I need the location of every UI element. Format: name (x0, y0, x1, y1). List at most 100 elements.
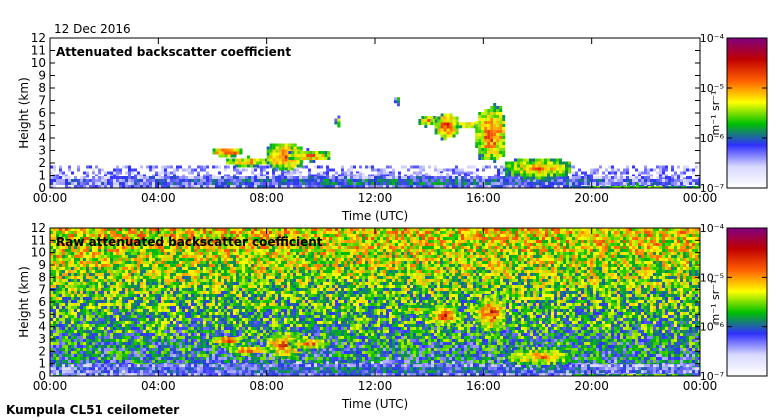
noise-cell (377, 240, 380, 243)
noise-cell (419, 237, 422, 240)
noise-cell (509, 240, 512, 243)
noise-cell (326, 237, 329, 240)
feature-cell (481, 130, 485, 133)
noise-cell (590, 237, 593, 240)
noise-cell (560, 228, 563, 231)
noise-cell (422, 249, 425, 252)
noise-cell (326, 261, 329, 264)
noise-cell (428, 243, 431, 246)
feature-cell (428, 185, 431, 188)
feature-cell (191, 182, 194, 185)
noise-cell (140, 234, 143, 237)
noise-cell (173, 231, 176, 234)
noise-cell (590, 246, 593, 249)
noise-cell (299, 255, 302, 258)
feature-cell (152, 185, 155, 188)
noise-cell (650, 255, 653, 258)
noise-cell (653, 243, 656, 246)
noise-cell (191, 255, 194, 258)
noise-cell (347, 231, 350, 234)
feature-cell (484, 133, 488, 136)
noise-cell (521, 255, 524, 258)
noise-cell (503, 240, 506, 243)
feature-cell (627, 183, 630, 186)
noise-cell (632, 237, 635, 240)
noise-cell (128, 258, 131, 261)
feature-cell (293, 161, 297, 165)
noise-cell (683, 228, 686, 231)
noise-cell (692, 258, 695, 261)
noise-cell (689, 255, 692, 258)
feature-cell (565, 173, 568, 177)
noise-cell (128, 234, 131, 237)
feature-cell (287, 185, 290, 188)
noise-cell (692, 168, 695, 172)
feature-cell (518, 176, 521, 179)
noise-cell (413, 237, 416, 240)
noise-cell (407, 243, 410, 246)
noise-cell (206, 246, 209, 249)
feature-cell (155, 182, 158, 185)
noise-cell (398, 252, 401, 255)
noise-cell (110, 249, 113, 252)
noise-cell (650, 228, 653, 231)
noise-cell (503, 243, 506, 246)
feature-cell (287, 146, 291, 150)
noise-cell (128, 165, 131, 169)
noise-cell (68, 252, 71, 255)
feature-cell (359, 176, 362, 179)
feature-cell (493, 124, 497, 127)
noise-cell (455, 240, 458, 243)
noise-cell (512, 258, 515, 261)
noise-cell (347, 237, 350, 240)
feature-cell (272, 152, 276, 156)
noise-cell (206, 171, 209, 175)
feature-cell (434, 176, 437, 179)
noise-cell (284, 231, 287, 234)
noise-cell (140, 228, 143, 231)
noise-cell (587, 243, 590, 246)
noise-cell (446, 255, 449, 258)
feature-cell (527, 179, 530, 182)
feature-cell (529, 167, 532, 171)
noise-cell (443, 168, 446, 172)
feature-cell (263, 185, 266, 188)
noise-cell (482, 168, 485, 172)
noise-cell (692, 237, 695, 240)
noise-cell (83, 258, 86, 261)
noise-cell (248, 258, 251, 261)
noise-cell (320, 231, 323, 234)
noise-cell (641, 240, 644, 243)
noise-cell (521, 258, 524, 261)
noise-cell (692, 246, 695, 249)
noise-cell (686, 243, 689, 246)
noise-cell (71, 240, 74, 243)
noise-cell (584, 255, 587, 258)
feature-cell (203, 176, 206, 179)
noise-cell (434, 234, 437, 237)
noise-cell (200, 168, 203, 172)
noise-cell (188, 261, 191, 264)
noise-cell (428, 246, 431, 249)
noise-cell (323, 237, 326, 240)
feature-cell (265, 161, 269, 165)
noise-cell (98, 258, 101, 261)
feature-cell (443, 176, 446, 179)
noise-cell (98, 252, 101, 255)
noise-cell (215, 246, 218, 249)
noise-cell (401, 252, 404, 255)
noise-cell (482, 249, 485, 252)
noise-cell (167, 258, 170, 261)
noise-cell (458, 171, 461, 175)
feature-cell (499, 148, 503, 151)
feature-cell (83, 185, 86, 188)
noise-cell (551, 255, 554, 258)
noise-cell (533, 240, 536, 243)
feature-cell (653, 182, 656, 185)
noise-cell (341, 234, 344, 237)
feature-cell (182, 182, 185, 185)
feature-cell (508, 170, 511, 174)
noise-cell (242, 261, 245, 264)
noise-cell (107, 234, 110, 237)
feature-cell (572, 176, 575, 179)
